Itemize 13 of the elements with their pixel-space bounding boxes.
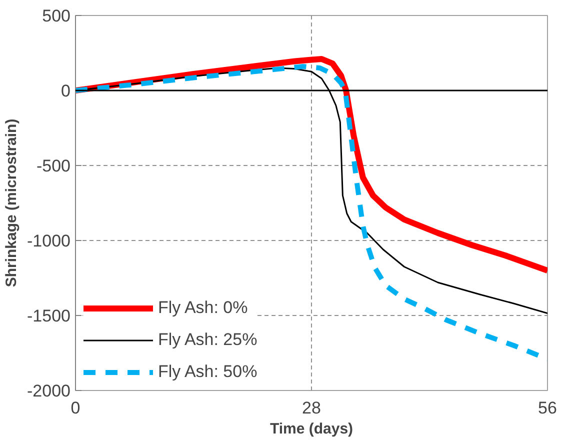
y-axis-title: Shrinkage (microstrain) — [3, 118, 20, 288]
y-tick-label: -500 — [36, 156, 71, 176]
legend-label: Fly Ash: 25% — [158, 330, 258, 350]
y-tick-label: -1000 — [27, 232, 71, 250]
y-tick-label: 0 — [61, 82, 71, 100]
x-tick-label: 28 — [302, 398, 321, 418]
x-tick-label: 56 — [538, 398, 557, 418]
y-tick-label: 500 — [42, 6, 71, 26]
x-axis-title: Time (days) — [270, 420, 354, 438]
y-tick-label: -1500 — [27, 306, 71, 326]
legend-label: Fly Ash: 0% — [158, 298, 248, 318]
legend-label: Fly Ash: 50% — [158, 362, 258, 382]
y-tick-label: -2000 — [27, 382, 71, 400]
